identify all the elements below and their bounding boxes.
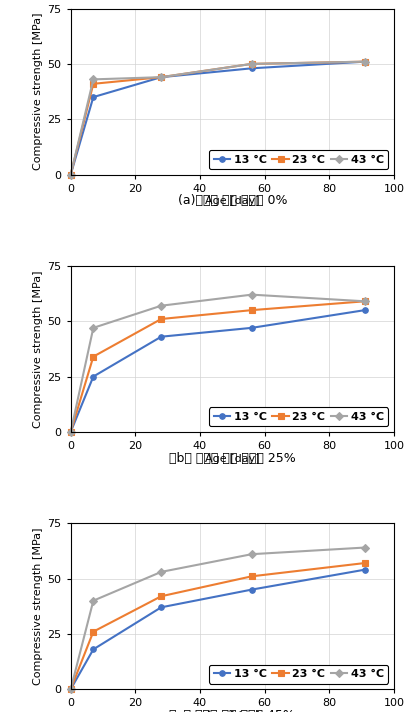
43 °C	[362, 58, 367, 66]
Line: 43 °C: 43 °C	[68, 292, 368, 434]
Line: 23 °C: 23 °C	[68, 560, 368, 692]
23 °C	[362, 559, 367, 567]
43 °C	[68, 685, 73, 693]
Legend: 13 °C, 23 °C, 43 °C: 13 °C, 23 °C, 43 °C	[209, 407, 388, 426]
43 °C	[159, 567, 164, 576]
13 °C	[249, 323, 254, 332]
23 °C	[249, 60, 254, 68]
Line: 43 °C: 43 °C	[68, 59, 368, 177]
43 °C	[362, 297, 367, 305]
23 °C	[362, 58, 367, 66]
13 °C	[362, 58, 367, 66]
23 °C	[68, 428, 73, 436]
Y-axis label: Compressive strength [MPa]: Compressive strength [MPa]	[34, 528, 43, 685]
13 °C	[91, 93, 96, 101]
Text: （c） 플라이 애쉬 치환율 45%: （c） 플라이 애쉬 치환율 45%	[169, 709, 295, 712]
13 °C	[68, 428, 73, 436]
23 °C	[68, 170, 73, 179]
43 °C	[91, 75, 96, 83]
23 °C	[362, 297, 367, 305]
13 °C	[68, 685, 73, 693]
X-axis label: Age [day]: Age [day]	[205, 454, 260, 464]
13 °C	[362, 306, 367, 315]
43 °C	[249, 290, 254, 299]
13 °C	[159, 333, 164, 341]
X-axis label: Age [day]: Age [day]	[205, 197, 260, 206]
13 °C	[68, 170, 73, 179]
Line: 43 °C: 43 °C	[68, 545, 368, 692]
Line: 23 °C: 23 °C	[68, 59, 368, 177]
43 °C	[68, 428, 73, 436]
Line: 23 °C: 23 °C	[68, 298, 368, 434]
X-axis label: Age [day]: Age [day]	[205, 711, 260, 712]
23 °C	[249, 306, 254, 315]
23 °C	[91, 352, 96, 361]
Line: 13 °C: 13 °C	[68, 59, 368, 177]
43 °C	[249, 60, 254, 68]
43 °C	[68, 170, 73, 179]
23 °C	[159, 315, 164, 323]
Legend: 13 °C, 23 °C, 43 °C: 13 °C, 23 °C, 43 °C	[209, 150, 388, 169]
Legend: 13 °C, 23 °C, 43 °C: 13 °C, 23 °C, 43 °C	[209, 665, 388, 684]
23 °C	[159, 73, 164, 81]
13 °C	[159, 603, 164, 612]
13 °C	[362, 565, 367, 574]
23 °C	[68, 685, 73, 693]
23 °C	[91, 80, 96, 88]
13 °C	[249, 585, 254, 594]
Text: (a)플라이 애쉬 치환율 0%: (a)플라이 애쉬 치환율 0%	[177, 194, 287, 207]
13 °C	[249, 64, 254, 73]
23 °C	[91, 627, 96, 636]
Y-axis label: Compressive strength [MPa]: Compressive strength [MPa]	[34, 270, 43, 428]
23 °C	[249, 572, 254, 580]
Text: （b） 플라이 애쉬 치환율 25%: （b） 플라이 애쉬 치환율 25%	[169, 452, 296, 465]
Line: 13 °C: 13 °C	[68, 567, 368, 692]
13 °C	[91, 645, 96, 654]
43 °C	[91, 323, 96, 332]
43 °C	[362, 543, 367, 552]
Line: 13 °C: 13 °C	[68, 308, 368, 434]
43 °C	[249, 550, 254, 558]
13 °C	[91, 372, 96, 381]
Y-axis label: Compressive strength [MPa]: Compressive strength [MPa]	[34, 13, 43, 170]
23 °C	[159, 592, 164, 600]
43 °C	[159, 73, 164, 81]
13 °C	[159, 73, 164, 81]
43 °C	[91, 597, 96, 605]
43 °C	[159, 301, 164, 310]
